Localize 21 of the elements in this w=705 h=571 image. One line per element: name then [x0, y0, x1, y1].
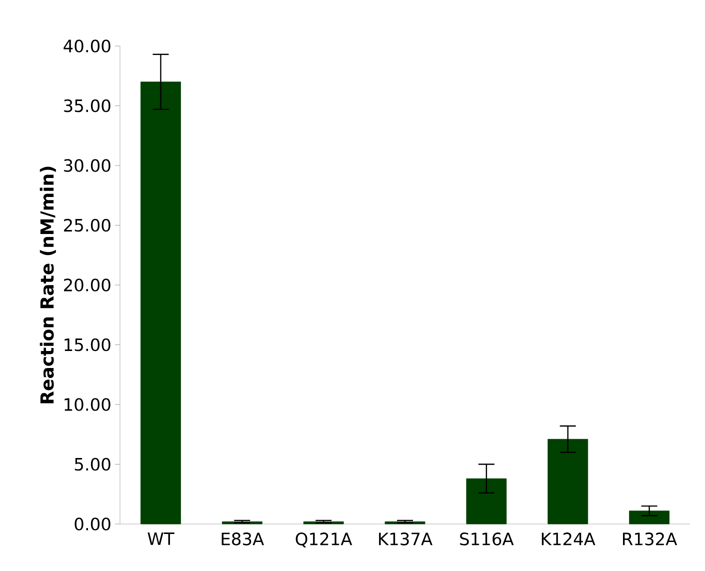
y-axis-title: Reaction Rate (nM/min) [40, 166, 56, 404]
y-tick-label: 10.00 [64, 398, 110, 411]
bar [629, 510, 670, 524]
y-tick-label: 35.00 [64, 99, 110, 112]
x-tick-label: S116A [460, 532, 514, 546]
y-tick-label: 30.00 [64, 159, 110, 172]
x-tick-label: Q121A [296, 532, 352, 548]
x-tick-label: K137A [379, 532, 432, 546]
y-tick-label: 40.00 [64, 40, 110, 52]
y-tick-label: 5.00 [74, 458, 110, 471]
x-tick-label: K124A [542, 532, 596, 546]
x-tick-label: WT [148, 532, 174, 545]
y-tick-label: 25.00 [64, 218, 110, 232]
y-tick-label: 15.00 [64, 338, 110, 352]
bar [548, 438, 588, 524]
bar [140, 82, 181, 524]
y-tick-label: 20.00 [64, 278, 110, 292]
x-tick-label: R132A [623, 532, 678, 546]
bar [466, 478, 507, 524]
x-tick-label: E83A [222, 532, 264, 546]
y-tick-label: 0.00 [74, 518, 110, 530]
